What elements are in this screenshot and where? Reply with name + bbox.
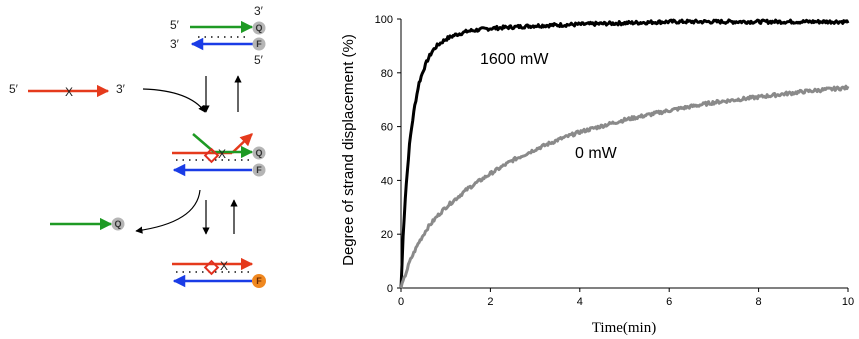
y-tick-label: 60 <box>381 122 393 134</box>
fluorophore-bead <box>252 37 266 51</box>
x-axis-ticks: 0 2 4 6 8 10 <box>398 288 854 308</box>
intermediate-complex: X Q F <box>172 133 266 177</box>
product-duplex: X F <box>172 257 266 288</box>
x-tick-label: 2 <box>487 296 493 308</box>
series-label-1600mw: 1600 mW <box>480 51 549 68</box>
released-quencher-bead <box>111 217 125 231</box>
product-mismatch: X <box>220 259 228 273</box>
released-quencher-strand: Q <box>50 217 125 231</box>
y-axis-title: Degree of strand displacement (%) <box>340 34 357 266</box>
x-axis-title: Time(min) <box>592 320 656 336</box>
series-line-1600mw <box>399 18 850 289</box>
probe-duplex: 5′ 3′ Q 3′ F 5′ <box>170 4 266 67</box>
release-arrow <box>135 189 201 234</box>
x-tick-label: 10 <box>842 296 854 308</box>
intermediate-fluor-label: F <box>256 165 262 175</box>
x-tick-label: 8 <box>756 296 762 308</box>
binding-arrow <box>142 88 206 113</box>
x-tick-label: 6 <box>666 296 672 308</box>
y-tick-label: 0 <box>387 283 393 295</box>
lit-fluorophore-bead <box>252 274 266 288</box>
intermediate-mismatch: X <box>218 147 226 161</box>
y-tick-label: 40 <box>381 175 393 187</box>
y-axis-ticks: 0 20 40 60 80 100 <box>375 14 401 295</box>
probe-green-3prime: 3′ <box>254 4 264 18</box>
target-strand: 5′ X 3′ <box>9 82 126 99</box>
series-label-0mw: 0 mW <box>575 145 618 162</box>
lit-fluorophore-label: F <box>256 276 262 286</box>
fluorophore-label: F <box>256 39 262 49</box>
product-diamond <box>203 259 220 276</box>
intermediate-quencher-bead <box>252 146 266 160</box>
probe-blue-3prime: 3′ <box>170 37 180 51</box>
y-tick-label: 20 <box>381 229 393 241</box>
released-quencher-label: Q <box>114 219 121 229</box>
intermediate-fluor-bead <box>252 163 266 177</box>
mechanism-diagram: 5′ 3′ Q 3′ F 5′ 5′ X 3′ <box>9 4 266 288</box>
intermediate-quencher-label: Q <box>255 148 262 158</box>
target-3prime: 3′ <box>116 82 126 96</box>
target-5prime: 5′ <box>9 82 19 96</box>
y-tick-label: 100 <box>375 14 393 26</box>
probe-green-5prime: 5′ <box>170 18 180 32</box>
intermediate-diamond <box>203 147 220 164</box>
x-tick-label: 0 <box>398 296 404 308</box>
quencher-label: Q <box>255 23 262 33</box>
displacement-chart: 0 20 40 60 80 100 0 2 4 6 8 10 1600 mW 0 mW Time(m… <box>340 14 854 336</box>
target-mismatch: X <box>65 85 73 99</box>
probe-blue-5prime: 5′ <box>254 53 264 67</box>
intermediate-red-branch <box>231 133 253 154</box>
quencher-bead <box>252 21 266 35</box>
series-line-0mw <box>399 84 850 289</box>
y-tick-label: 80 <box>381 68 393 80</box>
x-tick-label: 4 <box>577 296 583 308</box>
